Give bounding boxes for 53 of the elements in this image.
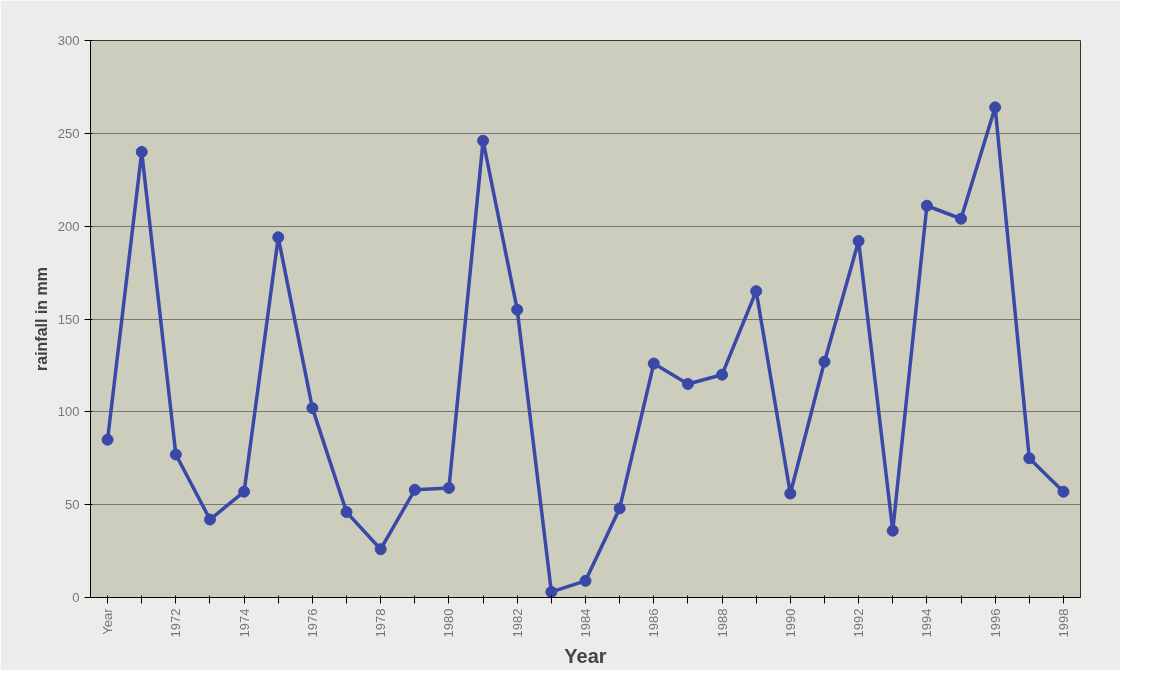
x-tick-label: 1996 bbox=[987, 608, 1003, 638]
y-tick-label: 100 bbox=[57, 404, 80, 420]
x-tick-label: 1974 bbox=[236, 608, 252, 638]
x-tick-label: 1994 bbox=[919, 608, 935, 638]
point bbox=[374, 543, 387, 556]
x-tick-label: 1986 bbox=[646, 608, 662, 638]
point bbox=[408, 483, 421, 496]
x-tick-label: Year bbox=[100, 607, 116, 635]
y-tick-label: 0 bbox=[72, 590, 80, 605]
point bbox=[442, 481, 455, 494]
x-tick-label: 1980 bbox=[441, 608, 457, 638]
point bbox=[511, 303, 524, 316]
point bbox=[579, 574, 592, 587]
y-tick-label: 300 bbox=[57, 33, 80, 48]
point bbox=[477, 134, 490, 147]
y-axis-title: rainfall in mm bbox=[32, 266, 50, 372]
point bbox=[272, 231, 285, 244]
point bbox=[613, 502, 626, 515]
point bbox=[306, 402, 319, 415]
point bbox=[681, 377, 694, 390]
point bbox=[169, 448, 182, 461]
point bbox=[750, 285, 763, 298]
x-tick-label: 1990 bbox=[782, 608, 798, 638]
y-tick-label: 200 bbox=[57, 218, 80, 234]
y-tick-label: 250 bbox=[57, 125, 80, 141]
x-tick-label: 1972 bbox=[168, 608, 184, 638]
y-tick-label: 50 bbox=[65, 497, 80, 513]
x-tick-label: 1984 bbox=[578, 608, 593, 638]
x-tick-label: 1978 bbox=[373, 608, 389, 638]
point bbox=[545, 585, 558, 598]
point bbox=[989, 101, 1002, 114]
x-tick-label: 1976 bbox=[304, 608, 320, 638]
point bbox=[886, 524, 899, 537]
point bbox=[955, 212, 968, 225]
x-tick-label: 1998 bbox=[1055, 608, 1071, 638]
x-axis-title: Year bbox=[564, 645, 607, 668]
x-tick-label: 1992 bbox=[851, 608, 867, 638]
point bbox=[784, 487, 797, 500]
point bbox=[101, 433, 114, 446]
point bbox=[1057, 485, 1070, 498]
point bbox=[647, 357, 660, 370]
point bbox=[1023, 452, 1036, 465]
y-tick-label: 150 bbox=[57, 311, 80, 327]
point bbox=[238, 485, 251, 498]
point bbox=[203, 513, 216, 526]
x-tick-label: 1988 bbox=[714, 608, 730, 638]
point bbox=[920, 199, 933, 212]
point bbox=[818, 355, 831, 368]
point bbox=[852, 235, 865, 248]
point bbox=[135, 145, 148, 158]
x-tick-label: 1982 bbox=[509, 608, 525, 638]
point bbox=[716, 368, 729, 381]
point bbox=[340, 506, 353, 519]
